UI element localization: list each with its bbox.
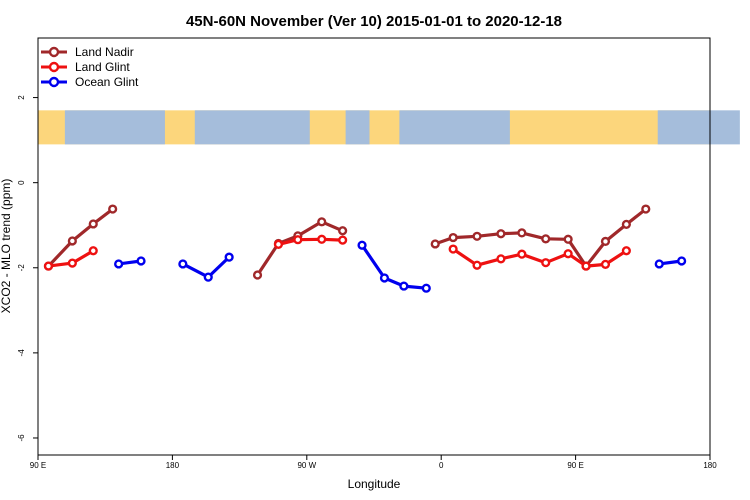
data-point [677, 256, 687, 266]
series-line [46, 207, 115, 268]
data-point [178, 259, 188, 269]
data-point [67, 236, 77, 246]
map-ocean-region [64, 110, 165, 145]
data-point [581, 261, 591, 271]
x-tick-label: 180 [703, 461, 717, 470]
x-tick-label: 90 W [297, 461, 316, 470]
x-tick-label: 0 [439, 461, 444, 470]
map-ocean-region [399, 110, 510, 145]
series-line [276, 237, 345, 246]
data-point [399, 281, 409, 291]
data-point [252, 270, 263, 280]
series-line [255, 220, 345, 277]
data-point [136, 256, 146, 266]
data-point [517, 249, 527, 259]
data-point [67, 258, 77, 268]
data-point [600, 236, 611, 246]
plot-frame [37, 37, 711, 456]
x-axis-label: Longitude [348, 477, 401, 491]
data-point [563, 234, 573, 244]
data-point [379, 273, 390, 283]
data-point [88, 246, 98, 256]
data-point [43, 261, 54, 271]
data-point [88, 219, 98, 229]
x-tick-label: 180 [166, 461, 180, 470]
data-point [496, 254, 506, 264]
legend-label: Land Nadir [75, 45, 134, 59]
data-point [448, 244, 458, 254]
series-line [360, 243, 428, 290]
y-axis: 2 0 -2 -4 -6 [17, 95, 38, 442]
data-point [600, 259, 611, 269]
chart-title: 45N-60N November (Ver 10) 2015-01-01 to … [186, 13, 562, 30]
data-point [654, 259, 664, 269]
data-point [421, 283, 431, 293]
y-axis-label: XCO2 - MLO trend (ppm) [0, 179, 13, 314]
data-point [273, 239, 284, 249]
data-point [338, 235, 348, 245]
data-point [114, 259, 124, 269]
data-point [472, 231, 482, 241]
map-ocean-region [657, 110, 740, 145]
x-tick-label: 90 E [30, 461, 46, 470]
series-ocean-glint [114, 240, 687, 293]
data-point [448, 232, 458, 243]
series-land-glint [43, 234, 631, 271]
data-point [430, 239, 440, 249]
data-point [108, 204, 118, 214]
data-point [563, 249, 573, 259]
data-point [641, 204, 651, 214]
y-tick-label: -4 [17, 349, 26, 357]
legend-label: Land Glint [75, 60, 130, 74]
data-point [338, 226, 348, 236]
data-point [621, 246, 631, 256]
legend-marker [48, 46, 60, 58]
data-point [224, 252, 234, 262]
data-point [496, 229, 506, 239]
y-tick-label: -6 [17, 434, 26, 442]
data-point [357, 240, 367, 250]
y-tick-label: 2 [17, 95, 26, 100]
data-point [621, 219, 631, 229]
data-point [541, 234, 551, 244]
data-point [203, 272, 213, 282]
data-point [541, 258, 551, 268]
data-point [317, 217, 327, 227]
legend-marker [48, 76, 60, 88]
x-tick-label: 90 E [567, 461, 583, 470]
data-point [517, 228, 527, 238]
y-tick-label: 0 [17, 180, 26, 185]
x-axis: 90 E 180 90 W 0 90 E 180 [30, 455, 717, 470]
data-point [317, 234, 327, 244]
map-ocean-region [194, 110, 310, 145]
data-point [293, 235, 303, 245]
series-layer [43, 204, 687, 293]
series-land-nadir [43, 204, 651, 280]
data-point [472, 260, 482, 270]
y-tick-label: -2 [17, 264, 26, 272]
world-map-band [38, 110, 740, 145]
legend-label: Ocean Glint [75, 75, 139, 89]
map-ocean-region [345, 110, 370, 145]
legend-marker [48, 61, 60, 73]
